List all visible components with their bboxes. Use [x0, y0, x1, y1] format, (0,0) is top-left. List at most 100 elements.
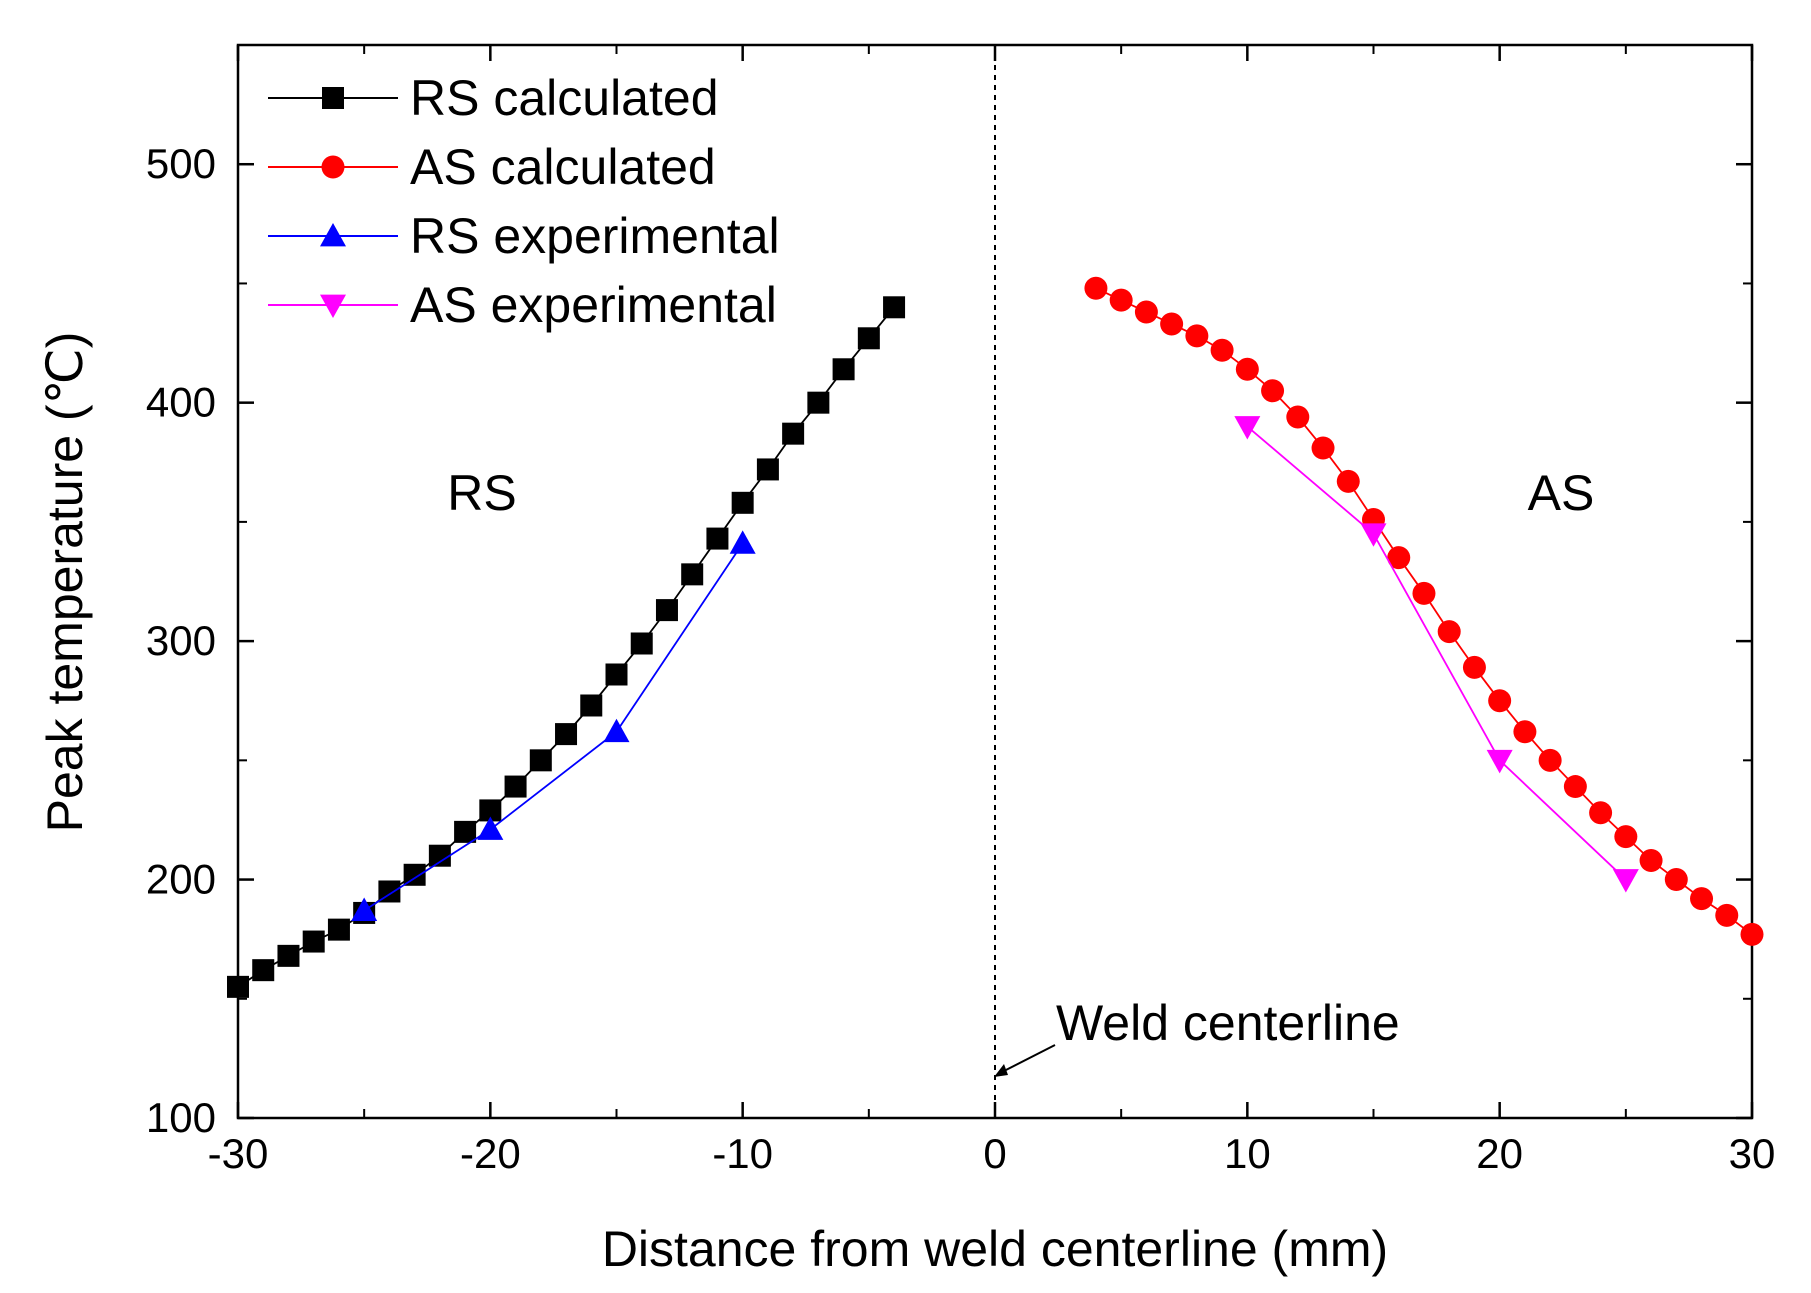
legend-item-as-experimental: AS experimental	[268, 277, 777, 333]
data-point-as-calculated	[1715, 903, 1739, 927]
legend-label-rs-experimental: RS experimental	[410, 208, 780, 264]
data-point-rs-calculated	[782, 422, 805, 445]
data-point-rs-experimental	[351, 897, 378, 921]
data-point-as-calculated	[1134, 300, 1158, 324]
data-point-as-calculated	[1664, 868, 1688, 892]
data-point-rs-calculated	[630, 632, 653, 655]
y-tick-label: 100	[146, 1094, 216, 1141]
x-tick-label: 30	[1729, 1130, 1776, 1177]
data-point-rs-calculated	[807, 391, 830, 414]
data-point-rs-experimental	[729, 530, 756, 554]
data-point-as-calculated	[1740, 922, 1764, 946]
axes-ticks: -30 -20 -10 0 10 20 30 100 200 300 400 500	[146, 45, 1775, 1177]
data-point-rs-calculated	[655, 599, 678, 622]
data-point-as-calculated	[1589, 801, 1613, 825]
data-point-as-experimental	[1234, 416, 1261, 440]
data-point-as-calculated	[1336, 469, 1360, 493]
x-axis-title: Distance from weld centerline (mm)	[602, 1221, 1388, 1277]
data-point-rs-calculated	[857, 327, 880, 350]
data-point-as-experimental	[1612, 869, 1639, 893]
data-point-rs-calculated	[580, 694, 603, 717]
data-point-as-experimental	[1360, 523, 1387, 547]
region-label-as: AS	[1528, 465, 1595, 521]
x-tick-label: -20	[460, 1130, 521, 1177]
data-point-rs-calculated	[605, 663, 628, 686]
data-point-as-calculated	[1690, 887, 1714, 911]
data-point-rs-calculated	[756, 458, 779, 481]
data-point-as-calculated	[1235, 357, 1259, 381]
data-point-as-calculated	[1614, 825, 1638, 849]
data-point-rs-calculated	[327, 918, 350, 941]
legend-label-as-experimental: AS experimental	[410, 277, 777, 333]
data-point-as-experimental	[1486, 749, 1513, 774]
legend-item-as-calculated: AS calculated	[268, 139, 716, 195]
data-point-rs-calculated	[227, 975, 249, 998]
data-point-rs-calculated	[454, 820, 477, 843]
data-point-rs-experimental	[477, 816, 504, 840]
data-point-rs-calculated	[681, 563, 704, 586]
data-point-rs-calculated	[706, 527, 729, 550]
series-line-as-experimental	[1246, 425, 1627, 881]
legend-marker-as-experimental	[320, 294, 346, 318]
legend-marker-rs-experimental	[320, 223, 346, 247]
data-point-as-calculated	[1462, 655, 1486, 679]
data-point-as-calculated	[1210, 338, 1234, 362]
data-point-as-calculated	[1639, 848, 1663, 872]
data-point-as-calculated	[1538, 748, 1562, 772]
data-point-as-calculated	[1412, 581, 1436, 605]
region-label-rs: RS	[447, 465, 516, 521]
y-tick-label: 500	[146, 140, 216, 187]
data-point-as-calculated	[1160, 312, 1184, 336]
x-tick-label: -30	[208, 1130, 269, 1177]
x-tick-label: 0	[983, 1130, 1006, 1177]
y-tick-label: 200	[146, 856, 216, 903]
data-point-rs-calculated	[428, 844, 451, 867]
data-point-as-calculated	[1261, 379, 1285, 403]
x-tick-label: -10	[712, 1130, 773, 1177]
y-tick-label: 300	[146, 617, 216, 664]
series-as-calculated	[1084, 276, 1764, 946]
series-rs-experimental	[351, 530, 756, 921]
legend-label-rs-calculated: RS calculated	[410, 70, 719, 126]
centerline-arrow	[994, 1044, 1056, 1077]
legend-label-as-calculated: AS calculated	[410, 139, 716, 195]
y-axis-title: Peak temperature (℃)	[37, 332, 93, 833]
data-point-rs-calculated	[883, 296, 906, 319]
data-point-as-calculated	[1311, 436, 1335, 460]
legend-item-rs-calculated: RS calculated	[268, 70, 719, 126]
legend-marker-as-calculated	[321, 155, 345, 179]
legend-item-rs-experimental: RS experimental	[268, 208, 780, 264]
data-point-as-calculated	[1286, 405, 1310, 429]
data-point-rs-calculated	[832, 358, 855, 381]
data-point-as-calculated	[1563, 775, 1587, 799]
data-point-rs-calculated	[479, 799, 502, 822]
data-point-as-calculated	[1185, 324, 1209, 348]
data-point-rs-calculated	[504, 775, 527, 798]
series-line-rs-calculated	[237, 306, 895, 988]
y-tick-label: 400	[146, 379, 216, 426]
series-line-rs-experimental	[363, 542, 744, 912]
data-point-rs-calculated	[277, 944, 300, 967]
data-point-as-calculated	[1513, 720, 1537, 744]
x-tick-label: 20	[1476, 1130, 1523, 1177]
data-point-rs-calculated	[555, 723, 578, 746]
x-tick-label: 10	[1224, 1130, 1271, 1177]
series-layer	[227, 276, 1764, 998]
data-point-rs-calculated	[731, 491, 754, 514]
data-point-as-calculated	[1084, 276, 1108, 300]
data-point-as-calculated	[1387, 546, 1411, 570]
legend: RS calculated AS calculated RS experimenta…	[268, 70, 780, 333]
data-point-as-calculated	[1488, 689, 1512, 713]
series-rs-calculated	[227, 296, 906, 998]
series-line-as-calculated	[1095, 287, 1753, 936]
legend-marker-rs-calculated	[322, 87, 344, 109]
data-point-rs-calculated	[302, 930, 325, 953]
data-point-as-calculated	[1109, 288, 1133, 312]
data-point-rs-calculated	[252, 959, 275, 982]
data-point-rs-calculated	[529, 749, 552, 772]
series-as-experimental	[1234, 416, 1639, 893]
data-point-as-calculated	[1437, 620, 1461, 644]
centerline-annotation: Weld centerline	[1056, 995, 1400, 1051]
data-point-rs-experimental	[603, 718, 630, 743]
